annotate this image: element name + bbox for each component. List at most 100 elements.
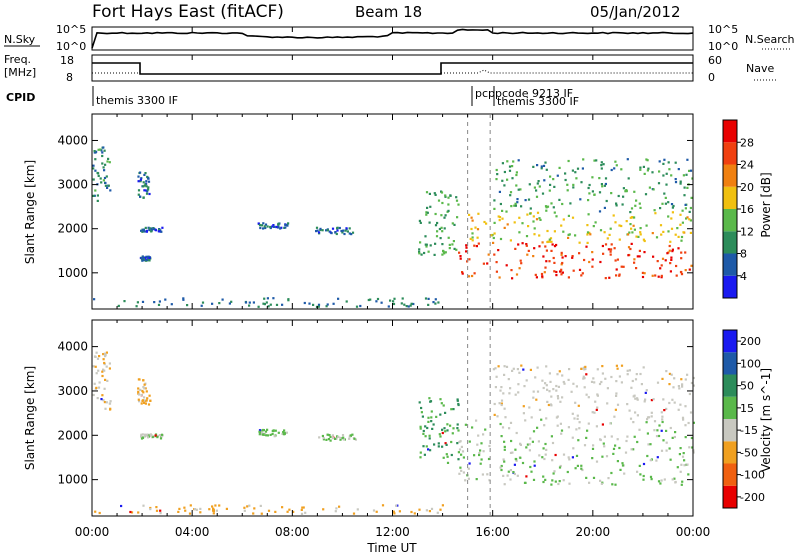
colorbar-swatch bbox=[723, 441, 737, 464]
y-tick-label: 1000 bbox=[57, 266, 88, 280]
echo-cell bbox=[260, 224, 263, 227]
echo-cell bbox=[93, 382, 96, 385]
echo-cell bbox=[566, 183, 569, 186]
echo-cell bbox=[244, 301, 248, 304]
echo-cell bbox=[252, 301, 255, 304]
echo-cell bbox=[566, 470, 569, 474]
echo-cell bbox=[636, 398, 639, 401]
echo-cell bbox=[658, 424, 661, 427]
echo-cell bbox=[518, 216, 521, 219]
echo-cell bbox=[499, 466, 502, 469]
echo-cell bbox=[460, 445, 463, 448]
colorbar-swatch bbox=[723, 330, 737, 353]
echo-cell bbox=[516, 201, 519, 204]
echo-cell bbox=[392, 300, 395, 303]
echo-cell bbox=[130, 511, 134, 514]
echo-cell bbox=[659, 224, 663, 227]
echo-cell bbox=[457, 458, 460, 461]
echo-cell bbox=[149, 399, 152, 402]
echo-cell bbox=[595, 408, 598, 411]
date-label: 05/Jan/2012 bbox=[590, 3, 681, 21]
echo-cell bbox=[584, 365, 587, 368]
echo-cell bbox=[281, 303, 284, 306]
echo-cell bbox=[585, 436, 588, 439]
echo-cell bbox=[562, 230, 565, 233]
echo-cell bbox=[571, 412, 574, 415]
echo-cell bbox=[621, 462, 624, 465]
echo-cell bbox=[429, 244, 432, 247]
echo-cell bbox=[146, 177, 150, 180]
echo-cell bbox=[272, 297, 275, 300]
echo-cell bbox=[266, 434, 269, 437]
echo-cell bbox=[615, 392, 618, 395]
echo-cell bbox=[520, 205, 523, 208]
echo-cell bbox=[183, 506, 186, 509]
echo-cell bbox=[343, 232, 346, 236]
echo-cell bbox=[445, 453, 448, 456]
echo-cell bbox=[476, 443, 479, 446]
echo-cell bbox=[150, 230, 153, 233]
echo-cell bbox=[668, 168, 671, 171]
echo-cell bbox=[456, 427, 459, 430]
echo-cell bbox=[503, 445, 506, 448]
echo-cell bbox=[639, 231, 642, 234]
echo-cell bbox=[588, 260, 591, 264]
echo-cell bbox=[593, 193, 596, 196]
echo-cell bbox=[221, 298, 224, 301]
echo-cell bbox=[660, 233, 663, 236]
echo-cell bbox=[103, 149, 106, 152]
echo-cell bbox=[495, 178, 498, 181]
echo-cell bbox=[502, 474, 505, 477]
echo-cell bbox=[618, 238, 621, 241]
echo-cell bbox=[642, 165, 645, 168]
echo-cell bbox=[681, 416, 685, 419]
echo-cell bbox=[670, 256, 673, 259]
echo-cell bbox=[627, 246, 631, 249]
echo-cell bbox=[359, 304, 362, 308]
echo-cell bbox=[632, 448, 635, 451]
echo-cell bbox=[105, 401, 108, 404]
echo-cell bbox=[230, 300, 233, 303]
echo-cell bbox=[277, 226, 280, 229]
echo-cell bbox=[618, 375, 621, 378]
echo-cell bbox=[473, 244, 476, 247]
echo-cell bbox=[434, 224, 438, 227]
nsky-label: N.Sky bbox=[4, 33, 36, 46]
echo-cell bbox=[441, 504, 444, 507]
echo-cell bbox=[503, 373, 506, 376]
echo-cell bbox=[103, 361, 106, 365]
echo-cell bbox=[617, 194, 620, 198]
echo-cell bbox=[528, 449, 531, 452]
echo-cell bbox=[144, 387, 147, 390]
echo-cell bbox=[561, 256, 564, 259]
echo-cell bbox=[687, 473, 690, 476]
echo-cell bbox=[450, 440, 453, 444]
echo-cell bbox=[660, 264, 663, 267]
echo-cell bbox=[145, 255, 148, 258]
echo-cell bbox=[488, 479, 491, 482]
echo-cell bbox=[607, 248, 610, 251]
echo-cell bbox=[153, 301, 156, 304]
echo-cell bbox=[652, 188, 655, 191]
echo-cell bbox=[381, 504, 385, 507]
echo-cell bbox=[594, 221, 597, 224]
echo-cell bbox=[626, 158, 629, 161]
echo-cell bbox=[517, 159, 520, 162]
echo-cell bbox=[329, 439, 332, 442]
y-tick-label: 3000 bbox=[57, 178, 88, 192]
echo-cell bbox=[585, 245, 588, 248]
echo-cell bbox=[430, 410, 433, 413]
echo-cell bbox=[137, 398, 140, 401]
echo-cell bbox=[681, 480, 684, 483]
echo-cell bbox=[92, 365, 95, 368]
echo-cell bbox=[641, 271, 644, 274]
echo-cell bbox=[493, 413, 496, 416]
echo-cell bbox=[632, 395, 635, 398]
echo-cell bbox=[141, 399, 144, 402]
echo-cell bbox=[503, 365, 506, 368]
echo-cell bbox=[581, 468, 584, 472]
echo-cell bbox=[620, 224, 623, 228]
echo-cell bbox=[117, 304, 120, 307]
echo-cell bbox=[431, 427, 434, 430]
echo-cell bbox=[542, 447, 545, 450]
